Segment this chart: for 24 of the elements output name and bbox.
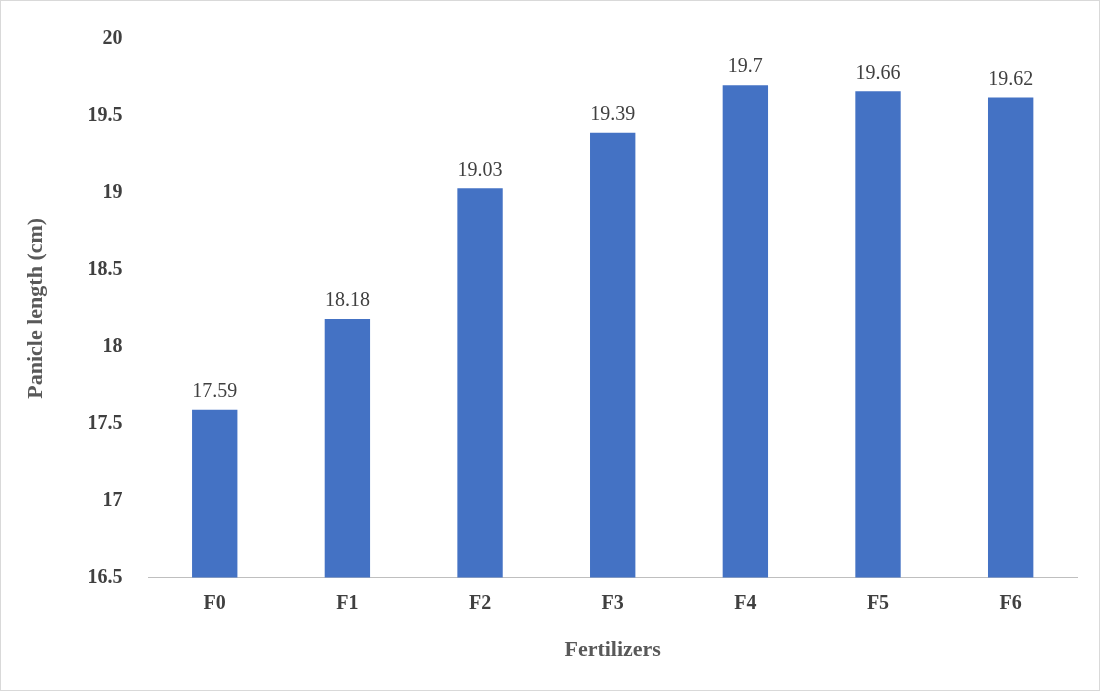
x-tick-label: F6 <box>999 590 1022 613</box>
x-tick-label: F3 <box>601 590 624 613</box>
data-label: 17.59 <box>192 379 238 402</box>
y-tick-label: 18.5 <box>87 257 123 279</box>
x-tick-label: F4 <box>734 590 757 613</box>
data-label: 19.39 <box>590 102 636 125</box>
x-tick-label: F0 <box>203 590 226 613</box>
data-label: 19.03 <box>457 157 503 180</box>
y-tick-label: 19.5 <box>87 103 123 126</box>
y-axis-title: Panicle length (cm) <box>21 217 47 399</box>
y-tick-label: 16.5 <box>87 564 123 587</box>
data-label: 19.7 <box>727 54 763 77</box>
data-label: 18.18 <box>324 288 370 311</box>
x-tick-label: F2 <box>468 590 492 613</box>
y-tick-label: 18 <box>102 333 123 356</box>
y-tick-label: 17.5 <box>87 410 123 433</box>
y-tick-label: 19 <box>102 180 123 203</box>
x-tick-label: F1 <box>336 590 359 613</box>
data-label: 19.62 <box>988 66 1034 89</box>
y-tick-label: 20 <box>102 26 123 49</box>
x-tick-label: F5 <box>866 590 890 613</box>
x-axis-title: Fertilizers <box>564 636 662 662</box>
y-tick-label: 17 <box>102 487 123 510</box>
data-label: 19.66 <box>855 60 901 83</box>
